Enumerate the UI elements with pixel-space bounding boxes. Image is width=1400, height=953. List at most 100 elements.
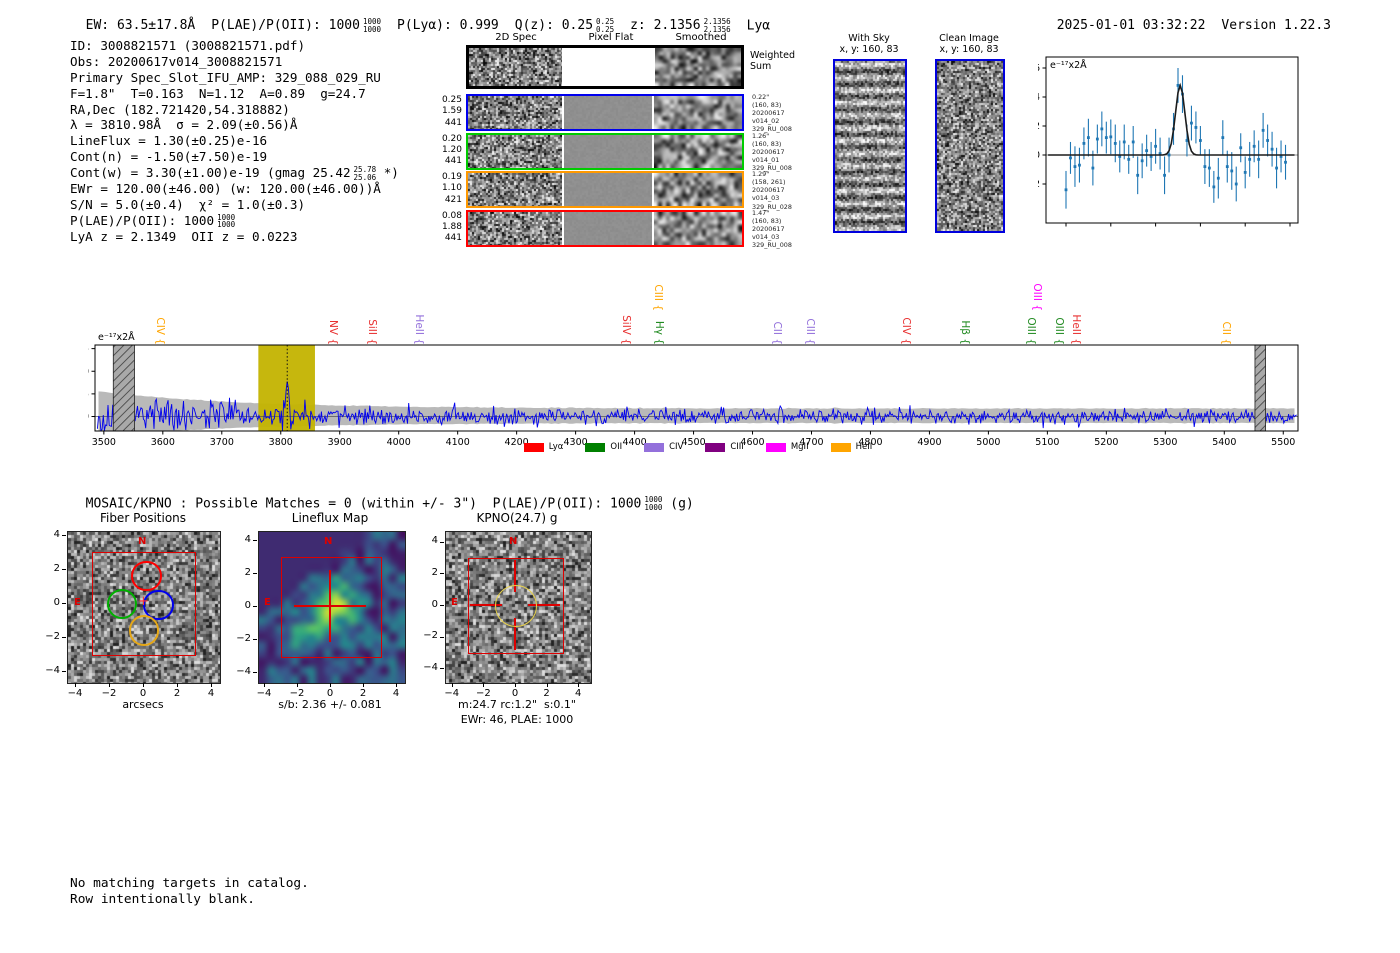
svg-text:5500: 5500 [1271,437,1295,448]
legend-item: CIV [644,442,683,452]
svg-text:3900: 3900 [328,437,352,448]
svg-text:3600: 3600 [151,437,175,448]
fiber-extraction-box [92,552,196,656]
legend-label: MgII [790,442,809,452]
emission-line-label: CIV { [153,317,166,345]
svg-text:3840: 3840 [1233,229,1257,230]
lineflux-xtick-mark [330,683,331,687]
lineflux-sb-label: s/b: 2.36 +/- 0.081 [278,698,382,711]
kpno-ytick-mark [440,573,444,575]
kpno-ytick-label: 0 [431,598,438,610]
emission-line-label: HeII { [412,314,425,345]
svg-text:−2: −2 [1038,179,1040,190]
weighted-pixel-flat-image [564,48,653,86]
smoothed-image [654,96,742,129]
fiber-xtick-mark [211,683,212,687]
weighted-sum-box [466,45,744,89]
emission-line-label: CIII { [803,318,816,345]
info-line-plae: P(LAE)/P(OII): 1000 1000 1000 [70,212,236,230]
kpno-xtick-mark [578,683,580,687]
legend-item: MgII [765,442,809,452]
svg-text:5300: 5300 [1153,437,1177,448]
pixel-flat-image [564,173,652,207]
spectrum-legend: Lyα OII CIV CIII MgII HeII [88,442,1308,452]
legend-swatch [830,442,851,452]
svg-text:3800: 3800 [1144,229,1168,230]
svg-text:0: 0 [1038,150,1040,161]
legend-swatch [705,442,726,452]
header-plae: P(LAE)/P(OII): 1000 1000 1000 [211,17,382,34]
header-timestamp: 2025-01-01 03:32:22 Version 1.22.3 [1041,3,1331,33]
fiber-xtick-label: 2 [173,688,181,699]
svg-text:5400: 5400 [1212,437,1236,448]
emission-line-label: NV { [326,319,339,345]
spec2d-row-left-labels: 0.08 1.88 441 [441,210,462,244]
lineflux-xtick-label: 4 [392,688,400,699]
legend-swatch [644,442,665,452]
report-version: Version 1.22.3 [1221,18,1331,33]
kpno-xtick-mark [483,683,485,687]
kpno-north-label: N [509,536,518,547]
emission-line-label: Hγ { [653,320,666,345]
footer-line-1: No matching targets in catalog. [70,876,309,891]
info-line-seeing: F=1.8" T=0.163 N=1.12 A=0.89 g=24.7 [70,85,366,101]
emission-line-label: OIII { [1025,317,1038,345]
lineflux-xtick-label: −2 [289,688,305,699]
spec2d-row [466,209,744,247]
fiber-ytick-label: −4 [45,664,60,676]
header-summary: EW: 63.5±17.8Å P(LAE)/P(OII): 1000 1000 100… [70,3,770,34]
fiber-xaxis-label: arcsecs [122,698,164,711]
lineflux-xtick-label: −4 [256,688,272,699]
col-title-pixel-flat: Pixel Flat [588,32,634,43]
svg-text:2: 2 [1038,121,1040,132]
legend-item: Lyα [523,442,563,452]
header-z: z: 2.1356 2.1356 2.1356 [630,17,731,34]
kpno-xtick-mark [546,683,548,687]
fiber-north-label: N [138,536,147,547]
kpno-title: KPNO(24.7) g [476,511,558,525]
svg-text:3500: 3500 [92,437,116,448]
kpno-xtick-mark [451,683,453,687]
info-line-redshifts: LyA z = 2.1349 OII z = 0.0223 [70,228,298,244]
emission-line-label: Hβ { [959,320,972,345]
footer-note: No matching targets in catalog. Row inte… [70,876,309,907]
kpno-extraction-box [467,557,565,655]
lineflux-xtick-label: 0 [326,688,334,699]
fiber-ytick-label: −2 [45,630,60,642]
lineflux-xtick-mark [264,683,265,687]
svg-text:3820: 3820 [1188,229,1212,230]
legend-swatch [523,442,544,452]
with-sky-image [833,59,907,233]
pixel-flat-image [564,96,652,129]
svg-text:0.0: 0.0 [88,412,89,423]
zoom-spectrum-plot: 3760 3780 3800 3820 3840 3860 −2 0 2 4 6 e⁻¹⁷x2Å [1038,56,1302,230]
kpno-ytick-mark [440,636,444,638]
fiber-xtick-label: 4 [207,688,215,699]
fiber-ytick-label: 0 [53,596,60,608]
lineflux-map-title: Lineflux Map [291,511,369,525]
spec2d-row-right-labels: 1.29" (158, 261) 20200617 v014_03 329_RU… [752,170,792,211]
footer-line-2: Row intentionally blank. [70,891,255,907]
spec2d-row-left-labels: 0.19 1.10 421 [441,172,462,205]
kpno-aperture-label: m:24.7 rc:1.2" s:0.1" [458,698,576,711]
svg-text:5100: 5100 [1035,437,1059,448]
svg-text:4800: 4800 [858,437,882,448]
kpno-ytick-mark [440,605,444,606]
smoothed-image [654,211,742,245]
svg-text:5200: 5200 [1094,437,1118,448]
detection-info-block: ID: 3008821571 (3008821571.pdf) Obs: 202… [70,38,399,245]
emission-line-label: CII { [1220,321,1233,345]
lineflux-ytick-mark [253,606,257,607]
legend-swatch [765,442,786,452]
header-line-type: Lyα [746,18,771,34]
spec2d-row-right-labels: 1.47" (160, 83) 20200617 v014_03 329_RU_… [752,208,792,250]
emission-line-label: CIII { [651,284,664,311]
svg-text:4500: 4500 [681,437,705,448]
fiber-ytick-mark [62,535,66,536]
fiber-east-label: E [74,597,81,608]
kpno-crosshair-h-arm [528,604,560,606]
lineflux-ytick-label: 0 [244,599,251,611]
legend-item: CIII [705,442,744,452]
svg-text:3700: 3700 [210,437,234,448]
